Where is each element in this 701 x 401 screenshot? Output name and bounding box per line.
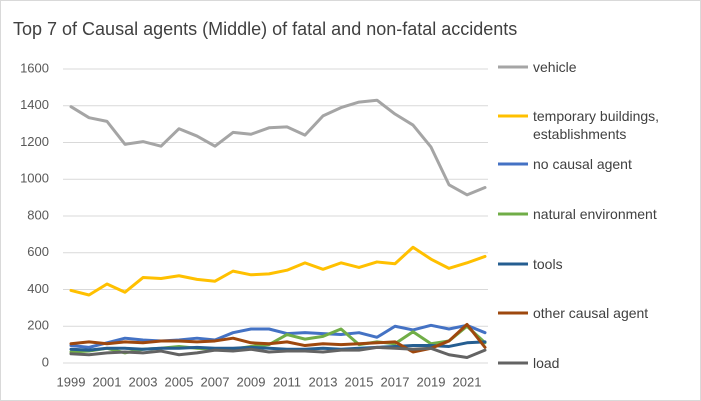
- series-line: [69, 340, 487, 352]
- y-tick-label: 1400: [20, 97, 49, 112]
- x-tick-label: 2007: [201, 374, 230, 389]
- legend-label: load: [533, 355, 560, 371]
- x-tick-label: 2021: [453, 374, 482, 389]
- x-tick-label: 2009: [237, 374, 266, 389]
- y-tick-label: 200: [27, 318, 49, 333]
- y-tick-label: 800: [27, 207, 49, 222]
- y-tick-label: 1600: [20, 60, 49, 75]
- x-tick-label: 2005: [165, 374, 194, 389]
- legend-label: other causal agent: [533, 305, 649, 321]
- series-line: [69, 345, 487, 359]
- x-tick-label: 2011: [273, 374, 301, 389]
- series-line: [69, 322, 487, 354]
- x-tick-label: 1999: [57, 374, 86, 389]
- y-tick-label: 1000: [20, 171, 49, 186]
- legend-label: temporary buildings, establishments: [533, 108, 660, 142]
- series-line: [69, 323, 487, 349]
- series-line: [69, 245, 487, 297]
- x-tick-label: 2019: [417, 374, 446, 389]
- legend-label: tools: [533, 256, 563, 272]
- x-tick-label: 2017: [381, 374, 410, 389]
- legend-label: no causal agent: [533, 156, 632, 172]
- legend-label: natural environment: [533, 206, 657, 222]
- x-tick-label: 2003: [129, 374, 158, 389]
- y-tick-label: 600: [27, 244, 49, 259]
- series-line: [69, 98, 487, 197]
- y-tick-label: 400: [27, 281, 49, 296]
- y-tick-label: 0: [42, 354, 49, 369]
- chart-title: Top 7 of Causal agents (Middle) of fatal…: [13, 19, 518, 39]
- y-tick-label: 1200: [20, 134, 49, 149]
- x-tick-label: 2015: [345, 374, 374, 389]
- x-tick-label: 2013: [309, 374, 338, 389]
- legend-label: vehicle: [533, 59, 577, 75]
- x-tick-label: 2001: [93, 374, 122, 389]
